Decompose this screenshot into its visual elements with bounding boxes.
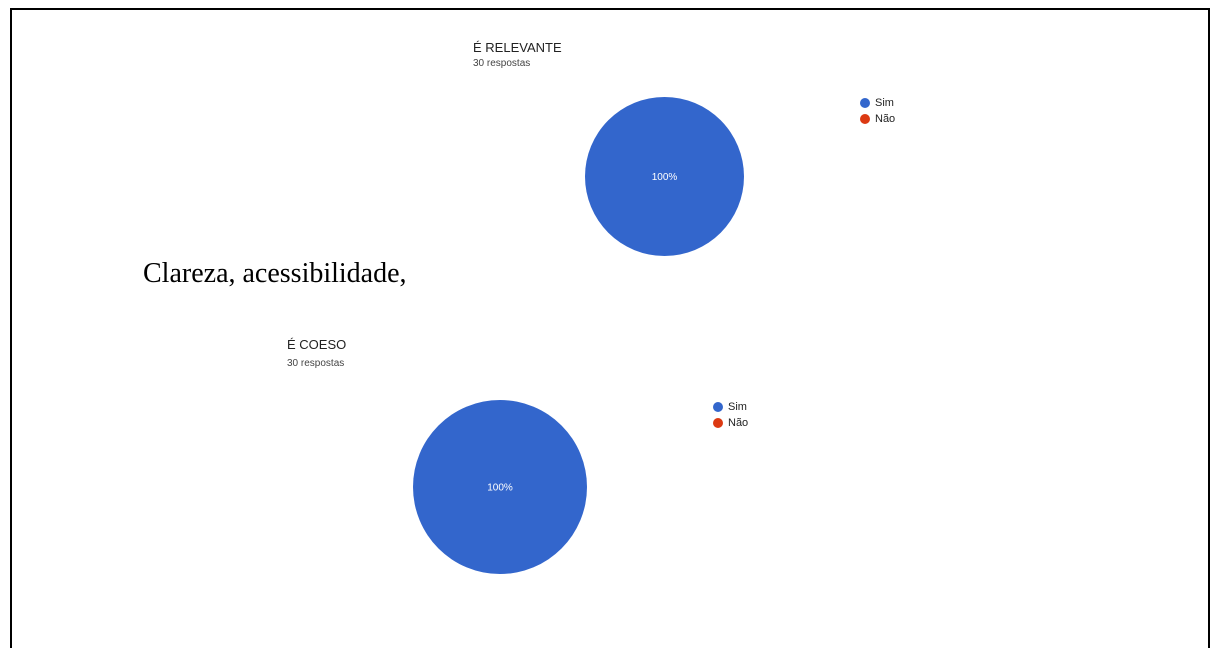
legend-swatch-nao [713, 418, 723, 428]
legend-item-nao: Não [713, 415, 748, 431]
legend-swatch-nao [860, 114, 870, 124]
chart-legend: Sim Não [713, 399, 748, 431]
chart-subtitle: 30 respostas [473, 58, 531, 69]
pie-data-label: 100% [487, 483, 513, 494]
legend-item-nao: Não [860, 111, 895, 127]
chart-subtitle: 30 respostas [287, 358, 345, 369]
legend-item-sim: Sim [713, 399, 748, 415]
legend-swatch-sim [713, 402, 723, 412]
legend-label: Sim [875, 97, 894, 109]
legend-label: Sim [728, 401, 747, 413]
chart-legend: Sim Não [860, 95, 895, 127]
page-frame [10, 8, 1210, 648]
pie-slice-sim [413, 400, 587, 574]
pie-slice-sim [585, 97, 744, 256]
legend-swatch-sim [860, 98, 870, 108]
chart-title: É COESO [287, 337, 347, 352]
chart-title: É RELEVANTE [473, 40, 562, 55]
legend-label: Não [728, 417, 749, 429]
legend-item-sim: Sim [860, 95, 895, 111]
pie-chart: 100% [413, 400, 587, 574]
legend-label: Não [875, 113, 896, 125]
pie-data-label: 100% [652, 172, 678, 183]
pie-chart: 100% [585, 97, 744, 256]
body-text: Clareza, acessibilidade, [143, 258, 407, 289]
